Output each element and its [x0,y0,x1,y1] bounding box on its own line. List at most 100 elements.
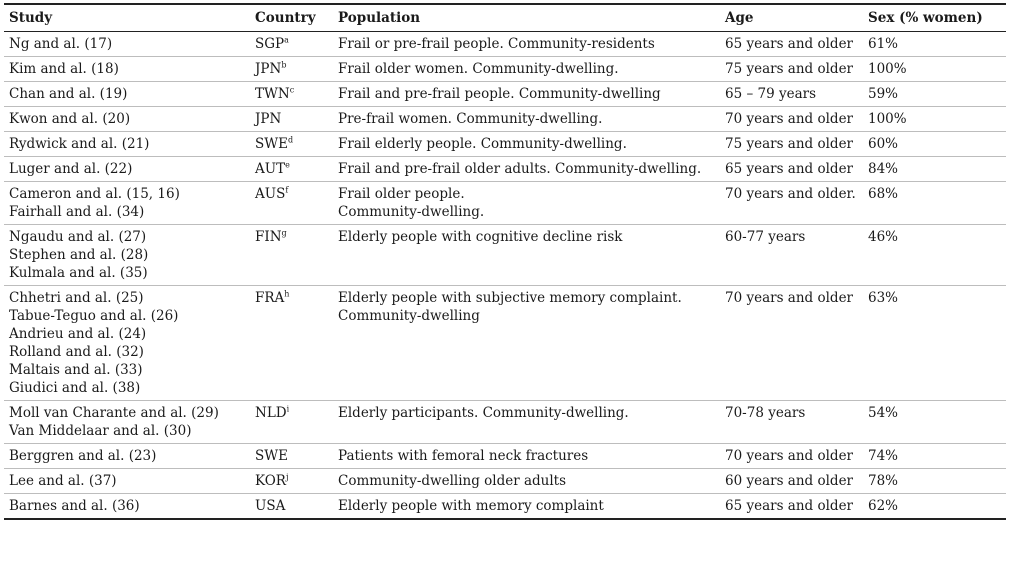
study-cell: Lee and al. (37) [4,469,250,494]
age-cell: 75 years and older [725,136,854,152]
country-cell: TWNc [250,82,333,107]
population-text: Elderly participants. Community-dwelling… [338,405,629,421]
study-name: Kwon and al. (20) [9,111,131,127]
study-name: Barnes and al. (36) [9,498,140,514]
population-text: Pre-frail women. Community-dwelling. [338,111,603,127]
table-row: Chhetri and al. (25) Tabue-Teguo and al. … [4,286,1006,401]
population-text: Community-dwelling. [338,204,485,220]
header-population: Population [338,10,421,26]
country-cell: FINg [250,225,333,286]
population-cell: Frail older people. Community-dwelling. [333,182,720,225]
study-name: Rolland and al. (32) [9,344,144,360]
header-age: Age [725,10,754,26]
study-cell: Barnes and al. (36) [4,494,250,520]
sex-cell: 68% [868,186,899,202]
population-text: Frail or pre-frail people. Community-res… [338,36,655,52]
population-cell: Frail or pre-frail people. Community-res… [333,32,720,57]
study-name: Cameron and al. (15, 16) [9,186,180,202]
country-footnote-mark: j [285,472,289,482]
population-text: Community-dwelling [338,308,480,324]
country-footnote-mark: g [281,228,287,238]
study-name: Chhetri and al. (25) [9,290,144,306]
sex-cell: 78% [868,473,899,489]
table-row: Ng and al. (17) SGPa Frail or pre-frail pe… [4,32,1006,57]
population-text: Elderly people with memory complaint [338,498,604,514]
population-cell: Frail and pre-frail people. Community-dw… [333,82,720,107]
country-cell: USA [250,494,333,520]
country-code: JPN [255,111,282,127]
country-cell: JPN [250,107,333,132]
table-row: Barnes and al. (36) USA Elderly people wit… [4,494,1006,520]
study-name: Fairhall and al. (34) [9,204,145,220]
age-cell: 70 years and older [725,448,854,464]
country-footnote-mark: c [289,85,295,95]
header-country: Country [255,10,316,26]
study-cell: Moll van Charante and al. (29) Van Middel… [4,401,250,444]
sex-cell: 84% [868,161,899,177]
country-footnote-mark: e [285,160,290,170]
age-cell: 70 years and older [725,290,854,306]
table-row: Ngaudu and al. (27) Stephen and al. (28) K… [4,225,1006,286]
country-footnote-mark: f [285,185,289,195]
table-row: Moll van Charante and al. (29) Van Middel… [4,401,1006,444]
country-code: FIN [255,229,282,245]
population-cell: Elderly people with cognitive decline ri… [333,225,720,286]
study-name: Tabue-Teguo and al. (26) [9,308,179,324]
study-name: Van Middelaar and al. (30) [9,423,192,439]
study-cell: Cameron and al. (15, 16) Fairhall and al.… [4,182,250,225]
country-cell: JPNb [250,57,333,82]
age-cell: 65 years and older [725,161,854,177]
country-code: USA [255,498,286,514]
study-name: Ngaudu and al. (27) [9,229,147,245]
sex-cell: 100% [868,111,907,127]
country-cell: SWE [250,444,333,469]
study-cell: Berggren and al. (23) [4,444,250,469]
country-code: KOR [255,473,286,489]
age-cell: 60 years and older [725,473,854,489]
study-name: Berggren and al. (23) [9,448,157,464]
study-name: Luger and al. (22) [9,161,133,177]
study-name: Ng and al. (17) [9,36,113,52]
sex-cell: 61% [868,36,899,52]
population-cell: Pre-frail women. Community-dwelling. [333,107,720,132]
country-cell: NLDi [250,401,333,444]
sex-cell: 74% [868,448,899,464]
country-code: AUS [255,186,286,202]
population-text: Frail older people. [338,186,465,202]
study-name: Rydwick and al. (21) [9,136,150,152]
sex-cell: 62% [868,498,899,514]
table-row: Cameron and al. (15, 16) Fairhall and al.… [4,182,1006,225]
country-code: SWE [255,448,288,464]
study-name: Kulmala and al. (35) [9,265,148,281]
population-cell: Frail and pre-frail older adults. Commun… [333,157,720,182]
table-row: Rydwick and al. (21) SWEd Frail elderly pe… [4,132,1006,157]
country-footnote-mark: h [284,289,290,299]
age-cell: 70-78 years [725,405,806,421]
study-cell: Ngaudu and al. (27) Stephen and al. (28) K… [4,225,250,286]
age-cell: 65 – 79 years [725,86,817,102]
country-code: AUT [255,161,286,177]
age-cell: 60-77 years [725,229,806,245]
table-header: Study Country Population Age Sex (% wome… [4,4,1006,32]
study-cell: Rydwick and al. (21) [4,132,250,157]
population-text: Frail and pre-frail older adults. Commun… [338,161,702,177]
country-cell: KORj [250,469,333,494]
sex-cell: 63% [868,290,899,306]
table-row: Luger and al. (22) AUTe Frail and pre-frai… [4,157,1006,182]
study-cell: Kwon and al. (20) [4,107,250,132]
country-code: SGP [255,36,285,52]
header-study: Study [9,10,53,26]
sex-cell: 60% [868,136,899,152]
age-cell: 70 years and older. [725,186,856,202]
sex-cell: 100% [868,61,907,77]
table-row: Chan and al. (19) TWNc Frail and pre-frail… [4,82,1006,107]
table-body: Ng and al. (17) SGPa Frail or pre-frail pe… [4,32,1006,520]
studies-table: Study Country Population Age Sex (% wome… [4,3,1006,520]
country-footnote-mark: i [286,404,290,414]
sex-cell: 59% [868,86,899,102]
study-name: Maltais and al. (33) [9,362,143,378]
population-cell: Elderly people with memory complaint [333,494,720,520]
country-footnote-mark: b [281,60,287,70]
table-row: Kwon and al. (20) JPN Pre-frail women. Com… [4,107,1006,132]
country-code: FRA [255,290,285,306]
